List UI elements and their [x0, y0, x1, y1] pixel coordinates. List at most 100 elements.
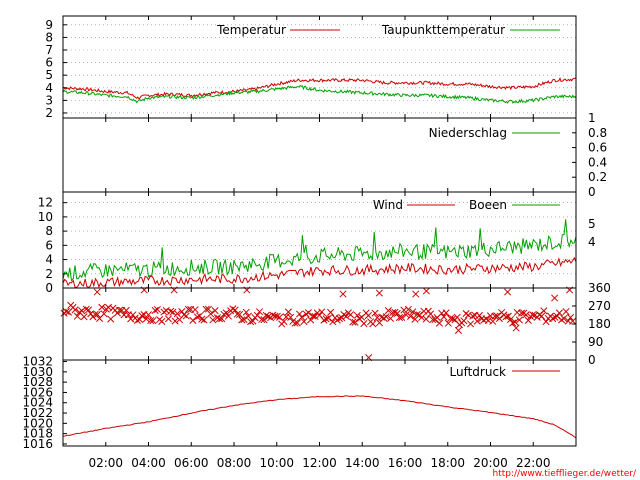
legend-temperatur-label: Temperatur [216, 23, 286, 37]
wind-direction-point [562, 307, 570, 316]
wind-direction-point [207, 310, 215, 318]
y-tick-label: 5 [45, 68, 53, 82]
legend-boeen-label: Boeen [469, 198, 507, 212]
wind-direction-point [149, 317, 157, 325]
wind-direction-point [213, 314, 221, 322]
wind-direction-point [460, 317, 468, 325]
x-tick-label: 10:00 [259, 456, 294, 470]
wind-direction-point [364, 312, 372, 320]
wind-direction-point [504, 288, 512, 296]
wind-direction-point [338, 314, 346, 322]
wind-direction-point [398, 313, 406, 321]
wind-direction-point [295, 310, 304, 318]
y-tick-label-right: 1 [588, 111, 596, 125]
wind-direction-point [78, 307, 86, 315]
wind-direction-point [454, 326, 462, 334]
wind-direction-point [529, 311, 537, 319]
wind-direction-point [242, 308, 250, 316]
wind-direction-point [322, 315, 330, 323]
wind-direction-point [342, 312, 350, 320]
wind-direction-point [422, 287, 430, 295]
wind-direction-point [384, 307, 392, 315]
series-line-taupunkt [62, 84, 577, 104]
wind-direction-point [264, 313, 272, 321]
y-tick-label: 1030 [22, 365, 53, 379]
y-tick-label-right: 4 [588, 235, 596, 249]
x-tick-label: 04:00 [131, 456, 166, 470]
x-tick-label: 12:00 [302, 456, 337, 470]
y-tick-label-right: 0.8 [588, 126, 607, 140]
wind-direction-point [260, 316, 268, 324]
x-tick-label: 18:00 [430, 456, 465, 470]
wind-direction-point [407, 312, 415, 320]
wind-direction-point [309, 312, 317, 320]
wind-direction-point [204, 305, 212, 313]
series-line-boeen [62, 219, 577, 282]
wind-direction-point [98, 303, 106, 311]
y-tick-label: 1026 [22, 385, 53, 399]
wind-direction-point [182, 312, 190, 320]
wind-direction-point [542, 318, 550, 326]
series-line-temperatur [62, 76, 577, 100]
wind-direction-point [360, 320, 368, 328]
legend-taupunkt-label: Taupunkttemperatur [381, 23, 505, 37]
y-tick-label: 1018 [22, 427, 53, 441]
y-tick-label: 1032 [22, 355, 53, 369]
y-tick-label: 9 [45, 18, 53, 32]
wind-direction-point [107, 315, 115, 323]
wind-direction-point [518, 309, 526, 317]
wind-direction-point [142, 315, 150, 323]
wind-direction-point [473, 317, 481, 325]
wind-direction-point [291, 319, 299, 327]
x-tick-label: 20:00 [473, 456, 508, 470]
series-line-luftdruck [62, 395, 577, 439]
y-tick-label: 1024 [22, 396, 53, 410]
y-tick-label: 0 [45, 281, 53, 295]
wind-direction-point [382, 313, 390, 321]
wind-direction-point [184, 305, 193, 313]
y-tick-label: 6 [45, 238, 53, 252]
wind-direction-point [300, 317, 308, 326]
wind-direction-point [555, 309, 563, 317]
wind-direction-point [435, 319, 443, 327]
series-line-wind [62, 256, 577, 289]
legend-niederschlag-label: Niederschlag [429, 126, 507, 140]
wind-direction-point [442, 309, 450, 317]
y-tick-label: 6 [45, 56, 53, 70]
y-tick-label: 4 [45, 81, 53, 95]
y-tick-label: 2 [45, 267, 53, 281]
wind-direction-point [271, 312, 279, 320]
y-tick-label-right: 0.6 [588, 141, 607, 155]
y-tick-label: 12 [38, 196, 53, 210]
wind-direction-point [304, 309, 312, 317]
wind-direction-point [293, 319, 301, 327]
wind-direction-point [413, 310, 421, 319]
wind-direction-point [233, 310, 241, 318]
wind-direction-point [553, 312, 561, 320]
wind-direction-point [80, 313, 88, 321]
x-tick-label: 16:00 [388, 456, 423, 470]
wind-direction-point [353, 311, 361, 319]
wind-direction-point [158, 317, 166, 325]
y-tick-label-right: 0 [588, 353, 596, 367]
wind-direction-point [269, 311, 277, 319]
legend-wind-label: Wind [373, 198, 403, 212]
wind-direction-point [412, 290, 420, 298]
y-tick-label-right: 360 [588, 281, 611, 295]
wind-direction-point [395, 314, 404, 322]
wind-direction-point [558, 316, 566, 324]
wind-direction-point [512, 324, 520, 332]
wind-direction-point [164, 315, 173, 323]
wind-direction-point [509, 319, 517, 327]
y-tick-label: 1022 [22, 406, 53, 420]
wind-direction-point [180, 311, 188, 319]
y-tick-label-right: 90 [588, 335, 603, 349]
wind-direction-point [491, 312, 499, 320]
footer-url[interactable]: http://www.tiefflieger.de/wetter/ [493, 469, 637, 479]
wind-direction-point [93, 310, 101, 318]
wind-direction-point [504, 312, 512, 320]
wind-direction-point [551, 294, 559, 302]
wind-direction-point [446, 314, 455, 322]
y-tick-label: 1028 [22, 375, 53, 389]
